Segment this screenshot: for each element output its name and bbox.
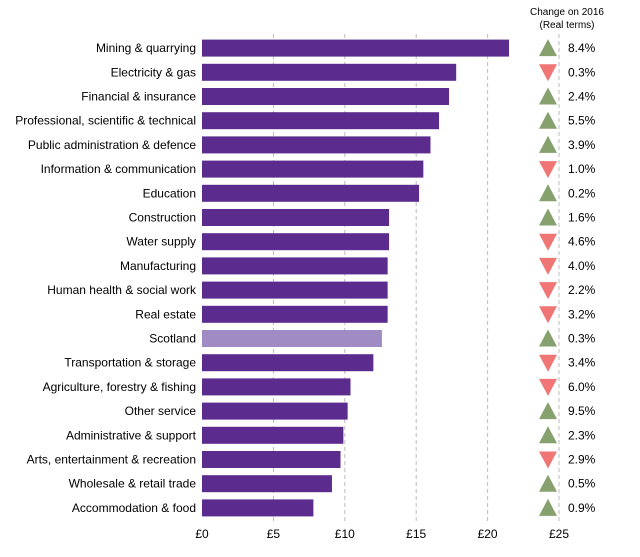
x-tick-label: £10 (335, 527, 355, 541)
change-value: 0.2% (568, 186, 596, 200)
bar (202, 136, 431, 154)
change-value: 2.4% (568, 90, 596, 104)
category-labels: Mining & quarrying Electricity & gas Finan… (15, 41, 197, 515)
bar (202, 160, 424, 178)
category-label: Financial & insurance (81, 90, 196, 104)
bar (202, 378, 351, 396)
bar (202, 451, 341, 468)
category-label: Real estate (135, 307, 196, 321)
change-value: 4.6% (568, 235, 596, 249)
up-arrow-icon (539, 111, 557, 129)
change-value: 0.3% (568, 332, 596, 346)
x-axis-ticks: £0 £5 £10 £15 £20 £25 (195, 527, 569, 541)
change-value: 9.5% (568, 404, 596, 418)
change-value: 3.2% (568, 307, 596, 321)
up-arrow-icon (539, 474, 557, 492)
category-label: Manufacturing (120, 259, 196, 273)
down-arrow-icon (539, 282, 557, 300)
category-label: Scotland (149, 332, 196, 346)
change-column: Change on 2016 (Real terms) 8.4% 0.3% 2.4%… (530, 7, 604, 516)
category-label: Accommodation & food (72, 501, 196, 515)
up-arrow-icon (539, 498, 557, 516)
up-arrow-icon (539, 184, 557, 202)
category-label: Education (143, 186, 196, 200)
bar (202, 257, 388, 275)
down-arrow-icon (539, 378, 557, 396)
bar (202, 281, 388, 299)
change-value: 5.5% (568, 114, 596, 128)
down-arrow-icon (539, 451, 557, 469)
category-label: Transportation & storage (64, 356, 196, 370)
bar (202, 112, 440, 130)
category-label: Agriculture, forestry & fishing (43, 380, 196, 394)
bar (202, 354, 374, 372)
category-label: Human health & social work (47, 283, 197, 297)
category-label: Mining & quarrying (96, 41, 196, 55)
bar (202, 499, 314, 517)
change-header-line2: (Real terms) (539, 20, 594, 31)
category-label: Other service (125, 404, 197, 418)
down-arrow-icon (539, 64, 557, 82)
down-arrow-icon (539, 257, 557, 275)
bar (202, 209, 390, 226)
change-header-line1: Change on 2016 (530, 7, 604, 18)
bar (202, 88, 450, 105)
down-arrow-icon (539, 233, 557, 251)
category-label: Administrative & support (66, 428, 197, 442)
change-value: 0.5% (568, 477, 596, 491)
bar (202, 305, 388, 323)
bar (202, 39, 510, 57)
change-value: 2.3% (568, 428, 596, 442)
x-tick-label: £20 (478, 527, 498, 541)
category-label: Arts, entertainment & recreation (27, 453, 196, 467)
bars (202, 39, 510, 517)
category-label: Water supply (126, 235, 196, 249)
category-label: Information & communication (41, 162, 196, 176)
category-label: Public administration & defence (28, 138, 196, 152)
x-tick-label: £0 (195, 527, 209, 541)
category-label: Electricity & gas (111, 65, 196, 79)
down-arrow-icon (539, 161, 557, 179)
x-tick-label: £25 (549, 527, 569, 541)
up-arrow-icon (539, 329, 557, 347)
up-arrow-icon (539, 426, 557, 444)
bar (202, 184, 420, 202)
up-arrow-icon (539, 39, 557, 57)
down-arrow-icon (539, 306, 557, 324)
change-value: 4.0% (568, 259, 596, 273)
down-arrow-icon (539, 354, 557, 372)
bar-scotland (202, 330, 382, 347)
category-label: Construction (129, 211, 196, 225)
change-value: 2.2% (568, 283, 596, 297)
change-value: 8.4% (568, 41, 596, 55)
x-tick-label: £15 (406, 527, 426, 541)
bar (202, 402, 348, 420)
bar (202, 63, 457, 81)
up-arrow-icon (539, 402, 557, 420)
bar (202, 426, 344, 444)
change-value: 0.3% (568, 65, 596, 79)
change-value: 2.9% (568, 453, 596, 467)
bar (202, 475, 332, 493)
up-arrow-icon (539, 135, 557, 153)
up-arrow-icon (539, 208, 557, 226)
change-value: 3.4% (568, 356, 596, 370)
change-value: 1.6% (568, 211, 596, 225)
gridlines (272, 34, 560, 522)
up-arrow-icon (539, 87, 557, 105)
change-value: 0.9% (568, 501, 596, 515)
change-value: 1.0% (568, 162, 596, 176)
category-label: Wholesale & retail trade (69, 477, 197, 491)
bar (202, 233, 390, 251)
x-tick-label: £5 (267, 527, 281, 541)
category-label: Professional, scientific & technical (15, 114, 196, 128)
change-value: 6.0% (568, 380, 596, 394)
change-value: 3.9% (568, 138, 596, 152)
